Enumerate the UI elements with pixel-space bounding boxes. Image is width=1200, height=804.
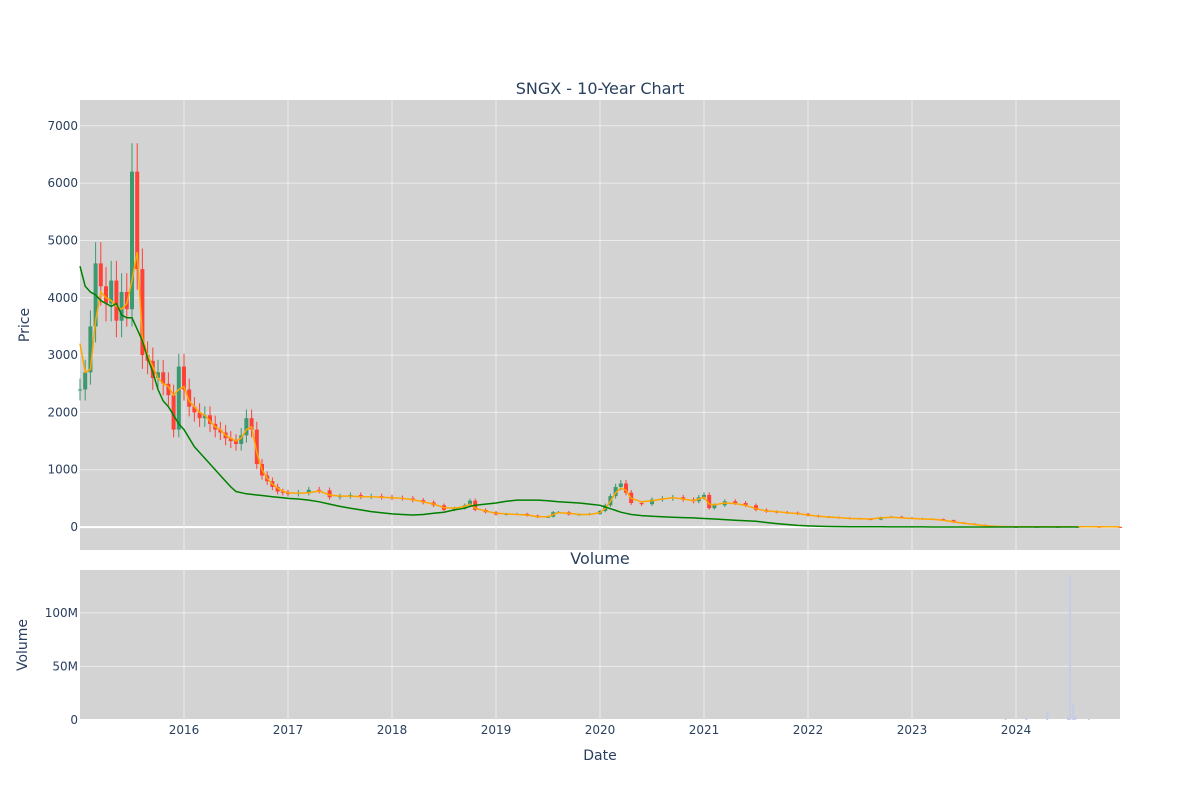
price-gridlines	[80, 100, 1120, 550]
x-tick-label: 2018	[377, 723, 408, 737]
price-candle-body	[176, 366, 181, 430]
price-y-tick-label: 3000	[47, 348, 78, 362]
x-tick-label: 2019	[481, 723, 512, 737]
volume-gridlines	[80, 570, 1120, 721]
price-candle-body	[228, 438, 233, 442]
volume-bar	[1069, 575, 1072, 720]
price-candle-body	[109, 280, 114, 304]
volume-bar	[1025, 717, 1028, 720]
price-candle-body	[197, 412, 202, 419]
price-candle-body	[639, 502, 644, 505]
price-candle-body	[140, 269, 145, 356]
volume-bar	[1004, 718, 1007, 720]
price-candle-body	[239, 435, 244, 444]
price-candle-body	[624, 483, 628, 493]
price-candle-body	[618, 483, 623, 487]
price-candle-body	[166, 383, 171, 396]
price-candle-body	[114, 280, 119, 321]
price-candle-body	[275, 486, 280, 492]
green-moving-average-line	[79, 266, 1079, 528]
price-candle-body	[218, 429, 223, 433]
volume-y-tick-label: 50M	[52, 659, 78, 673]
orange-moving-average-line	[79, 251, 1121, 528]
price-candle-body	[254, 429, 259, 465]
price-candle-body	[244, 418, 249, 436]
x-tick-label: 2022	[793, 723, 824, 737]
price-y-tick-label: 7000	[47, 119, 78, 133]
price-candle-body	[280, 491, 285, 493]
volume-bar	[1072, 703, 1075, 720]
price-candle-body	[202, 415, 207, 419]
price-y-tick-labels: 0 1000 2000 3000 4000 5000 6000 7000	[47, 119, 78, 534]
price-candle-body	[358, 494, 363, 497]
price-y-axis-title: Price	[17, 308, 33, 342]
price-candle-body	[83, 372, 88, 390]
volume-bar	[1046, 712, 1049, 720]
volume-y-tick-label: 100M	[45, 606, 78, 620]
x-tick-label: 2024	[1001, 723, 1032, 737]
x-tick-label: 2023	[897, 723, 928, 737]
volume-bar	[1074, 715, 1077, 720]
price-candle-body	[208, 415, 212, 424]
price-candle-body	[754, 505, 758, 510]
price-candle-body	[613, 486, 618, 497]
price-candle-body	[182, 366, 186, 390]
price-candle-body	[743, 502, 748, 506]
price-candle-body	[187, 389, 192, 407]
price-candle-body	[650, 499, 654, 505]
price-candle-body	[249, 418, 254, 430]
price-candle-body	[234, 441, 238, 444]
price-candle-body	[702, 494, 706, 498]
price-candle-body	[712, 505, 717, 509]
price-candle-body	[327, 490, 332, 498]
price-candle-body	[156, 372, 160, 379]
x-axis-title: Date	[583, 748, 616, 764]
volume-bar	[1067, 716, 1069, 720]
price-y-tick-label: 0	[70, 520, 78, 534]
price-candle-body	[161, 372, 166, 384]
price-chart-title: SNGX - 10-Year Chart	[516, 79, 685, 98]
price-candle-body	[306, 489, 311, 493]
price-candle-body	[88, 326, 93, 373]
price-candle-body	[150, 360, 155, 379]
volume-y-tick-label: 0	[70, 713, 78, 727]
volume-chart-title: Volume	[570, 549, 630, 568]
price-candle-body	[707, 494, 712, 509]
price-candle-body	[119, 292, 124, 321]
x-tick-label: 2016	[169, 723, 200, 737]
x-tick-label: 2020	[585, 723, 616, 737]
x-tick-label: 2021	[689, 723, 720, 737]
price-y-tick-label: 2000	[47, 405, 78, 419]
price-y-tick-label: 5000	[47, 233, 78, 247]
volume-x-tick-labels: 2016 2017 2018 2019 2020 2021 2022 2023 2024	[169, 723, 1032, 737]
price-candle-body	[192, 406, 197, 413]
price-candle-body	[135, 171, 140, 270]
price-candle-body	[171, 395, 176, 430]
price-candle-body	[733, 501, 738, 503]
price-candle-body	[130, 171, 134, 310]
price-candle-body	[452, 508, 457, 510]
price-y-tick-label: 4000	[47, 291, 78, 305]
price-candle-body	[1118, 526, 1122, 528]
volume-y-tick-labels: 0 50M 100M	[45, 606, 78, 727]
volume-bars	[1004, 575, 1090, 720]
volume-y-axis-title: Volume	[15, 619, 31, 671]
price-candle-body	[468, 500, 472, 506]
price-candle-body	[104, 286, 108, 304]
volume-bar	[1087, 718, 1090, 720]
x-tick-label: 2017	[273, 723, 304, 737]
price-y-tick-label: 1000	[47, 463, 78, 477]
price-candle-body	[78, 389, 82, 391]
price-y-tick-label: 6000	[47, 176, 78, 190]
price-candle-body	[98, 263, 103, 287]
